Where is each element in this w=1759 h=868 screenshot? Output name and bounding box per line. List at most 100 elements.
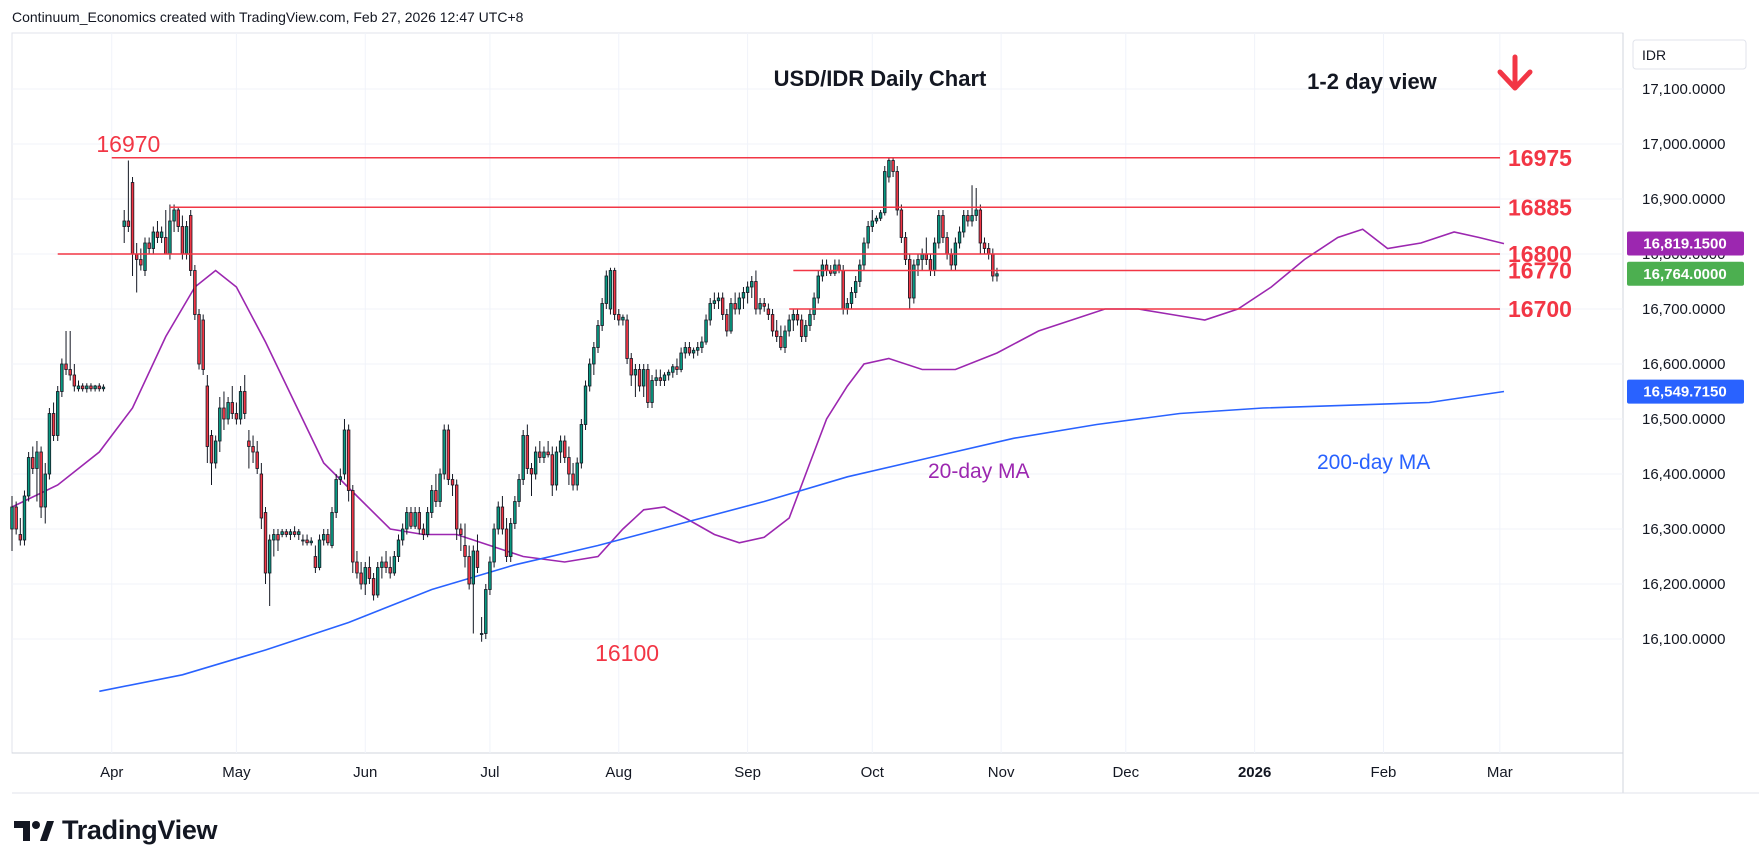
candle bbox=[363, 562, 367, 595]
candle bbox=[351, 485, 355, 573]
candle bbox=[89, 383, 93, 392]
candle-body bbox=[280, 531, 284, 535]
candle bbox=[226, 397, 230, 425]
candle bbox=[750, 276, 754, 298]
candle bbox=[654, 369, 658, 386]
candle-body bbox=[392, 556, 397, 574]
candle bbox=[612, 267, 617, 320]
candle-body bbox=[654, 377, 658, 381]
candle bbox=[517, 474, 521, 507]
candle-body bbox=[683, 347, 687, 354]
candle-body bbox=[255, 451, 259, 469]
candle-body bbox=[496, 506, 500, 530]
candle bbox=[833, 259, 837, 276]
candle bbox=[704, 314, 708, 345]
candle-body bbox=[263, 512, 268, 574]
candle bbox=[359, 562, 363, 590]
candle-body bbox=[513, 501, 517, 524]
candle-body bbox=[617, 314, 621, 321]
candle-body bbox=[417, 512, 421, 530]
candle-body bbox=[928, 259, 933, 271]
candle bbox=[558, 435, 563, 463]
candle-body bbox=[197, 314, 201, 365]
candle-body bbox=[14, 506, 18, 530]
candle-body bbox=[666, 371, 671, 376]
candle-body bbox=[51, 413, 56, 436]
candle-body bbox=[89, 385, 93, 390]
candle-body bbox=[101, 386, 106, 390]
candle bbox=[770, 309, 775, 337]
candle-body bbox=[658, 377, 663, 381]
candle bbox=[546, 441, 550, 458]
candle-body bbox=[978, 209, 983, 244]
price-tag-label: 16,764.0000 bbox=[1643, 266, 1726, 283]
candle-body bbox=[878, 212, 883, 219]
candle-body bbox=[151, 231, 155, 249]
price-tick-label: 16,100.0000 bbox=[1642, 631, 1725, 648]
candle-body bbox=[937, 215, 941, 244]
candle bbox=[475, 534, 480, 573]
candle-body bbox=[608, 270, 613, 310]
price-axis[interactable]: 17,100.000017,000.000016,900.000016,800.… bbox=[1642, 81, 1725, 648]
candle bbox=[380, 556, 384, 579]
candle bbox=[467, 545, 471, 590]
tradingview-logo-icon bbox=[14, 820, 54, 841]
candle bbox=[633, 364, 638, 397]
tradingview-logo[interactable]: TradingView bbox=[14, 815, 218, 846]
candle-body bbox=[193, 270, 197, 315]
candle bbox=[509, 518, 513, 562]
candle bbox=[409, 507, 413, 529]
candle bbox=[629, 353, 633, 386]
candle-body bbox=[56, 391, 60, 436]
candle bbox=[455, 479, 459, 540]
candle-body bbox=[675, 366, 679, 370]
candle-body bbox=[292, 531, 297, 535]
price-tag-bg bbox=[1627, 379, 1744, 404]
currency-badge[interactable] bbox=[1632, 39, 1747, 70]
candle bbox=[26, 452, 31, 502]
candle-body bbox=[546, 451, 550, 456]
candle-body bbox=[297, 531, 301, 535]
candle-body bbox=[18, 534, 23, 541]
candle bbox=[974, 188, 978, 221]
candle-body bbox=[779, 336, 783, 348]
candle-body bbox=[76, 385, 81, 390]
candle-body bbox=[363, 567, 367, 585]
candle bbox=[72, 364, 77, 392]
candle-body bbox=[376, 567, 380, 596]
candle-body bbox=[650, 380, 654, 403]
candle bbox=[305, 534, 309, 546]
candle bbox=[355, 551, 359, 579]
candle-body bbox=[725, 314, 729, 332]
candle-body bbox=[729, 303, 733, 332]
candle-body bbox=[10, 506, 14, 530]
candle-body bbox=[708, 303, 712, 321]
candle-body bbox=[612, 270, 617, 315]
time-tick-label: May bbox=[222, 764, 251, 781]
candle bbox=[201, 314, 205, 375]
candle bbox=[812, 292, 816, 320]
candle-body bbox=[521, 435, 525, 480]
down-arrow-icon bbox=[1497, 54, 1533, 91]
candle-body bbox=[916, 259, 920, 266]
candle bbox=[371, 573, 376, 601]
candle-body bbox=[853, 281, 858, 293]
candle bbox=[313, 545, 318, 573]
candle-body bbox=[737, 297, 741, 310]
candle-body bbox=[322, 534, 326, 541]
time-axis[interactable]: Apr May Jun Jul Aug Sep Oct Nov Dec 2026 Feb Mar bbox=[100, 764, 1513, 781]
candle-body bbox=[367, 567, 372, 579]
candle-body bbox=[982, 242, 987, 249]
ma200-label: 200-day MA bbox=[1317, 451, 1430, 474]
candle bbox=[155, 221, 160, 243]
candle bbox=[259, 463, 264, 529]
candle bbox=[841, 265, 845, 315]
candle bbox=[326, 529, 330, 546]
candle-body bbox=[766, 308, 771, 315]
candle bbox=[292, 526, 297, 538]
candle-body bbox=[908, 259, 912, 299]
candle-body bbox=[712, 300, 717, 304]
candle bbox=[662, 372, 667, 386]
candle-body bbox=[388, 567, 392, 574]
